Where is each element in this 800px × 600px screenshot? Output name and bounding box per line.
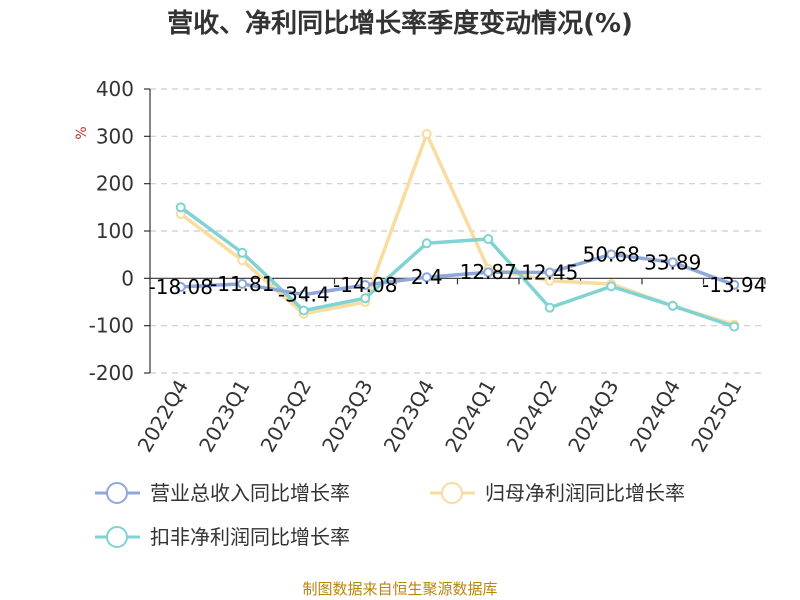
legend-marker — [106, 482, 128, 504]
data-point — [483, 267, 494, 278]
legend-entry: 扣非净利润同比增长率 — [150, 525, 350, 549]
data-label: -34.4 — [278, 283, 330, 307]
data-point — [667, 257, 678, 268]
data-point — [729, 279, 740, 290]
data-point — [483, 234, 494, 245]
data-label: -13.94 — [702, 273, 766, 297]
series-layer — [175, 128, 740, 332]
data-point — [360, 293, 371, 304]
data-point — [544, 267, 555, 278]
legend-marker — [441, 482, 463, 504]
legend-marker — [106, 526, 128, 548]
data-point — [667, 300, 678, 311]
x-tick-label: 2023Q2 — [256, 376, 316, 457]
x-tick-label: 2023Q3 — [317, 376, 377, 457]
y-tick-label: 0 — [121, 266, 134, 290]
y-axis-unit: % — [74, 126, 90, 139]
x-tick-label: 2025Q1 — [686, 376, 746, 457]
y-tick-labels: 400 300 200 100 0 -100 -200 — [89, 77, 134, 385]
series-line — [179, 205, 735, 329]
data-point — [421, 238, 432, 249]
data-label: -11.81 — [210, 272, 274, 296]
data-point — [175, 281, 186, 292]
data-point — [175, 202, 186, 213]
data-label: -14.08 — [333, 273, 397, 297]
x-tick-label: 2024Q2 — [502, 376, 562, 457]
data-label: 50.68 — [583, 242, 640, 266]
y-tick-label: 200 — [96, 172, 134, 196]
data-label: 12.87 — [460, 260, 517, 284]
grid-lines — [150, 88, 765, 374]
data-label: 12.45 — [521, 260, 578, 284]
data-point — [606, 249, 617, 260]
x-tick-label: 2024Q3 — [563, 376, 623, 457]
x-tick-label: 2024Q4 — [625, 376, 685, 457]
chart-title: 营收、净利同比增长率季度变动情况(%) — [167, 8, 633, 39]
y-tick-label: 100 — [96, 219, 134, 243]
data-point — [298, 289, 309, 300]
y-tick-label: -200 — [89, 361, 134, 385]
series-line — [180, 252, 735, 297]
data-point — [360, 279, 371, 290]
data-point — [298, 305, 309, 316]
x-tick-label: 2023Q4 — [379, 376, 439, 457]
data-point — [237, 278, 248, 289]
data-point — [421, 272, 432, 283]
source-note: 制图数据来自恒生聚源数据库 — [302, 580, 497, 598]
x-tick-label: 2024Q1 — [440, 376, 500, 457]
data-label: 33.89 — [644, 250, 701, 274]
x-tick-labels: 2022Q4 2023Q1 2023Q2 2023Q3 2023Q4 2024Q1 2024… — [133, 376, 747, 457]
data-labels: -18.08-11.81 -34.4 -14.08 2.4 12.87 12.4550.6… — [149, 242, 767, 306]
data-point — [421, 128, 432, 139]
y-tick-label: -100 — [89, 314, 134, 338]
x-tick-label: 2022Q4 — [133, 376, 193, 457]
data-label: -18.08 — [149, 275, 213, 299]
y-tick-label: 400 — [96, 77, 134, 101]
x-tick-label: 2023Q1 — [194, 376, 254, 457]
series-line — [179, 132, 735, 327]
data-point — [544, 302, 555, 313]
y-tick-label: 300 — [96, 124, 134, 148]
data-point — [237, 247, 248, 258]
data-point — [606, 281, 617, 292]
data-point — [729, 321, 740, 332]
legend-entry: 营业总收入同比增长率 — [150, 481, 350, 505]
legend-entry: 归母净利润同比增长率 — [485, 481, 685, 505]
data-label: 2.4 — [411, 265, 443, 289]
